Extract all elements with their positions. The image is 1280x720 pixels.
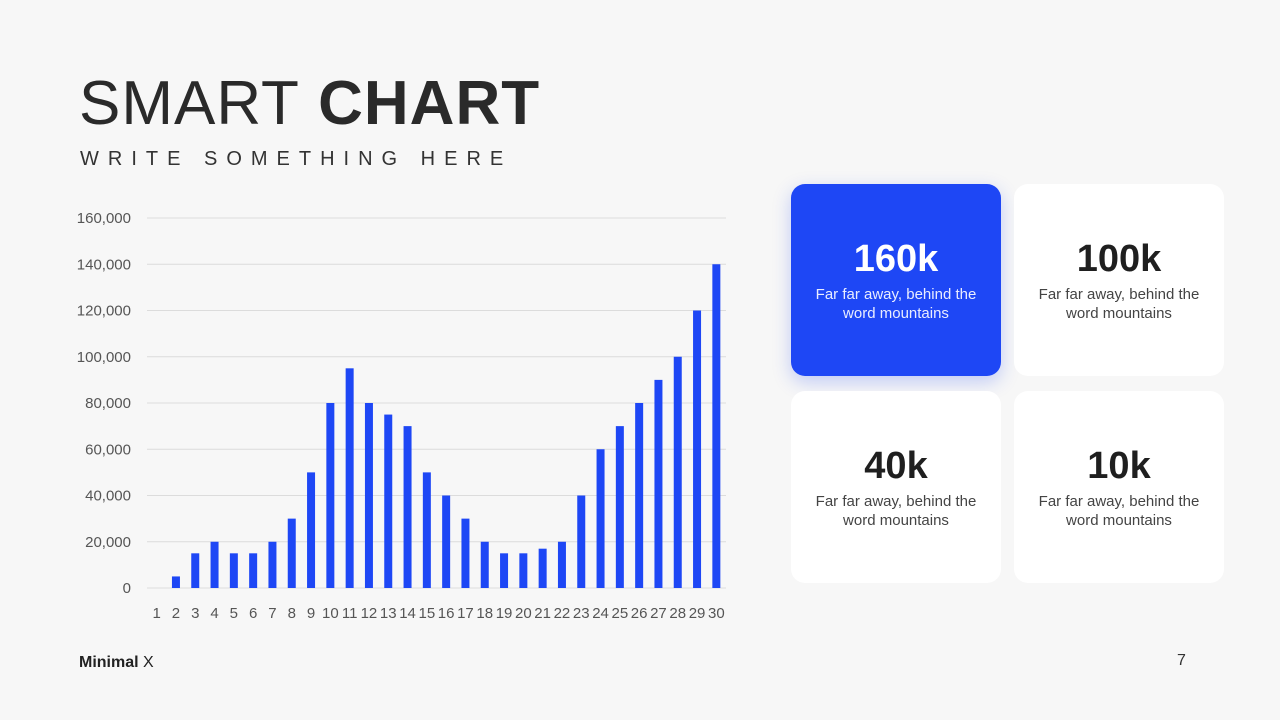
bar bbox=[268, 541, 277, 588]
bar bbox=[577, 495, 586, 588]
bar bbox=[461, 518, 470, 588]
y-tick-label: 60,000 bbox=[85, 441, 131, 458]
title-light-part: SMART bbox=[79, 69, 300, 138]
bar bbox=[654, 379, 663, 588]
bar bbox=[345, 368, 354, 588]
x-tick-label: 29 bbox=[689, 605, 706, 622]
x-tick-label: 30 bbox=[708, 605, 725, 622]
stat-value: 160k bbox=[853, 238, 939, 280]
stat-value: 40k bbox=[864, 445, 928, 487]
x-tick-label: 10 bbox=[322, 605, 339, 622]
bar bbox=[538, 548, 547, 588]
x-tick-label: 13 bbox=[380, 605, 397, 622]
y-tick-label: 140,000 bbox=[77, 256, 131, 273]
stat-description: Far far away, behind the word mountains bbox=[815, 493, 977, 529]
x-tick-label: 17 bbox=[457, 605, 474, 622]
y-tick-label: 0 bbox=[123, 580, 131, 597]
y-tick-label: 160,000 bbox=[77, 210, 131, 227]
bar bbox=[326, 403, 335, 588]
stat-card-1: 160k Far far away, behind the word mount… bbox=[791, 184, 1001, 376]
y-tick-label: 100,000 bbox=[77, 349, 131, 366]
stat-description: Far far away, behind the word mountains bbox=[815, 286, 977, 322]
x-tick-label: 21 bbox=[534, 605, 551, 622]
x-tick-label: 8 bbox=[288, 605, 296, 622]
footer-brand: Minimal X bbox=[79, 654, 154, 672]
x-tick-label: 24 bbox=[592, 605, 609, 622]
bar bbox=[480, 541, 489, 588]
x-tick-label: 14 bbox=[399, 605, 416, 622]
y-tick-label: 120,000 bbox=[77, 303, 131, 320]
x-tick-label: 18 bbox=[476, 605, 493, 622]
bar bbox=[403, 426, 412, 588]
bar bbox=[500, 553, 509, 588]
stat-card-3: 40k Far far away, behind the word mounta… bbox=[791, 391, 1001, 583]
bar bbox=[615, 426, 624, 588]
slide-title: SMART CHART bbox=[79, 68, 540, 140]
bar bbox=[693, 310, 702, 588]
x-tick-label: 25 bbox=[612, 605, 629, 622]
bar bbox=[171, 576, 180, 588]
x-tick-label: 6 bbox=[249, 605, 257, 622]
bar bbox=[191, 553, 200, 588]
x-tick-label: 9 bbox=[307, 605, 315, 622]
bar bbox=[519, 553, 528, 588]
page-number: 7 bbox=[1177, 652, 1186, 669]
stat-card-2: 100k Far far away, behind the word mount… bbox=[1014, 184, 1224, 376]
y-tick-label: 20,000 bbox=[85, 534, 131, 551]
x-tick-label: 15 bbox=[419, 605, 436, 622]
bar bbox=[249, 553, 258, 588]
bar bbox=[422, 472, 431, 588]
bar bbox=[287, 518, 296, 588]
stat-value: 10k bbox=[1087, 445, 1151, 487]
x-tick-label: 4 bbox=[210, 605, 218, 622]
x-tick-label: 28 bbox=[669, 605, 686, 622]
bar bbox=[210, 541, 219, 588]
bar bbox=[596, 449, 605, 588]
bar bbox=[635, 403, 644, 588]
bar bbox=[364, 403, 373, 588]
x-tick-label: 5 bbox=[230, 605, 238, 622]
bar bbox=[384, 414, 393, 588]
bar bbox=[557, 541, 566, 588]
x-tick-label: 26 bbox=[631, 605, 648, 622]
x-tick-label: 7 bbox=[268, 605, 276, 622]
x-tick-label: 22 bbox=[554, 605, 571, 622]
title-bold-part: CHART bbox=[318, 69, 541, 138]
bar bbox=[712, 264, 721, 588]
slide-subtitle: WRITE SOMETHING HERE bbox=[80, 148, 513, 170]
x-tick-label: 2 bbox=[172, 605, 180, 622]
bar-chart: 0 20,000 40,000 60,000 80,000 100,000 120,000 1… bbox=[77, 210, 726, 622]
bar bbox=[673, 356, 682, 588]
bar bbox=[307, 472, 316, 588]
stat-value: 100k bbox=[1076, 238, 1162, 280]
x-tick-label: 12 bbox=[361, 605, 378, 622]
bar bbox=[229, 553, 238, 588]
x-tick-label: 20 bbox=[515, 605, 532, 622]
x-tick-label: 23 bbox=[573, 605, 590, 622]
y-tick-label: 80,000 bbox=[85, 395, 131, 412]
brand-light: X bbox=[143, 654, 154, 671]
stat-description: Far far away, behind the word mountains bbox=[1038, 493, 1200, 529]
brand-bold: Minimal bbox=[79, 654, 139, 671]
stat-description: Far far away, behind the word mountains bbox=[1038, 286, 1200, 322]
x-tick-label: 11 bbox=[342, 605, 358, 622]
x-tick-label: 27 bbox=[650, 605, 667, 622]
y-tick-label: 40,000 bbox=[85, 488, 131, 505]
bar bbox=[442, 495, 451, 588]
x-tick-label: 16 bbox=[438, 605, 455, 622]
x-tick-label: 19 bbox=[496, 605, 513, 622]
stat-card-4: 10k Far far away, behind the word mounta… bbox=[1014, 391, 1224, 583]
x-tick-label: 1 bbox=[152, 605, 160, 622]
x-tick-label: 3 bbox=[191, 605, 199, 622]
